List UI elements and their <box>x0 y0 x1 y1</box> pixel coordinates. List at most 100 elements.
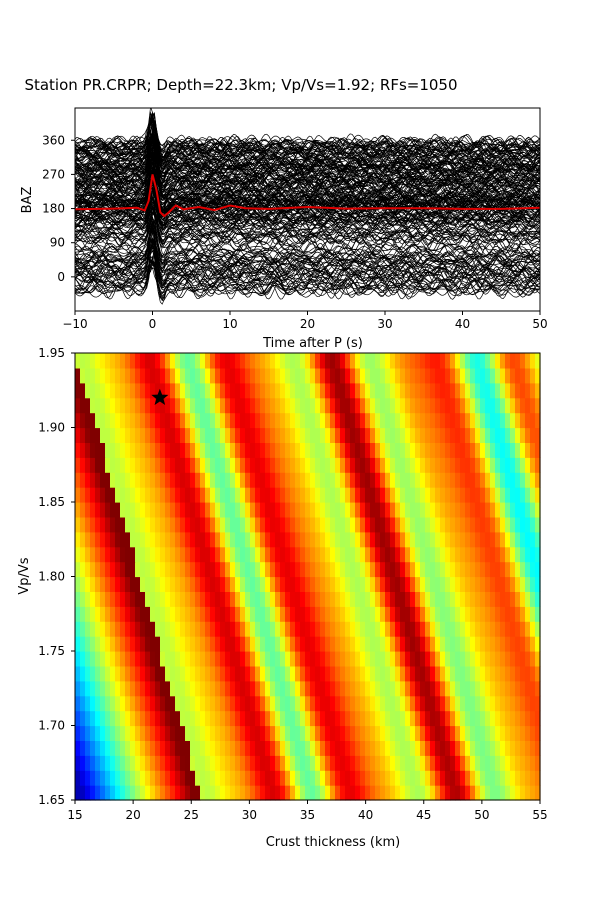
heatmap-cell <box>520 502 526 518</box>
heatmap-cell <box>265 382 271 399</box>
heatmap-cell <box>80 770 86 786</box>
heatmap-cell <box>380 740 386 756</box>
heatmap-cell <box>465 770 471 786</box>
heatmap-cell <box>140 353 146 369</box>
heatmap-cell <box>125 785 131 801</box>
heatmap-cell <box>425 502 431 518</box>
heatmap-cell <box>450 755 456 771</box>
heatmap-cell <box>115 740 121 756</box>
heatmap-cell <box>405 457 411 473</box>
heatmap-cell <box>100 665 106 682</box>
heatmap-cell <box>430 621 436 637</box>
heatmap-cell <box>145 621 151 637</box>
heatmap-cell <box>375 442 381 458</box>
heatmap-cell <box>265 725 271 741</box>
heatmap-cell <box>455 353 461 369</box>
heatmap-cell <box>95 740 101 756</box>
heatmap-cell <box>200 397 206 414</box>
heatmap-cell <box>440 353 446 369</box>
heatmap-cell <box>410 516 416 533</box>
heatmap-cell <box>155 457 161 473</box>
heatmap-cell <box>485 382 491 399</box>
heatmap-cell <box>190 442 196 458</box>
heatmap-cell <box>230 785 236 801</box>
heatmap-cell <box>170 412 176 429</box>
heatmap-cell <box>415 427 421 443</box>
heatmap-cell <box>305 397 311 414</box>
heatmap-cell <box>350 740 356 756</box>
heatmap-cell <box>165 516 171 533</box>
heatmap-cell <box>220 442 226 458</box>
heatmap-cell <box>215 621 221 637</box>
heatmap-cell <box>405 516 411 533</box>
heatmap-cell <box>505 427 511 443</box>
heatmap-cell <box>490 636 496 652</box>
heatmap-cell <box>475 725 481 741</box>
heatmap-cell <box>310 606 316 622</box>
heatmap-cell <box>240 397 246 414</box>
bottom-x-tick-label: 50 <box>474 808 489 822</box>
heatmap-cell <box>100 412 106 429</box>
heatmap-cell <box>240 576 246 592</box>
heatmap-cell <box>85 725 91 741</box>
heatmap-cell <box>225 516 231 533</box>
heatmap-cell <box>290 665 296 682</box>
heatmap-cell <box>505 487 511 503</box>
heatmap-cell <box>505 606 511 622</box>
heatmap-cell <box>75 427 81 443</box>
heatmap-cell <box>220 651 226 667</box>
heatmap-cell <box>440 785 446 801</box>
heatmap-cell <box>440 502 446 518</box>
heatmap-cell <box>465 442 471 458</box>
heatmap-cell <box>510 397 516 414</box>
heatmap-cell <box>90 606 96 622</box>
heatmap-cell <box>160 427 166 443</box>
heatmap-cell <box>280 755 286 771</box>
heatmap-cell <box>500 427 506 443</box>
heatmap-cell <box>105 442 111 458</box>
heatmap-cell <box>375 755 381 771</box>
heatmap-cell <box>130 636 136 652</box>
heatmap-cell <box>245 516 251 533</box>
heatmap-cell <box>450 576 456 592</box>
heatmap-cell <box>440 367 446 384</box>
heatmap-cell <box>285 382 291 399</box>
heatmap-cell <box>455 785 461 801</box>
heatmap-cell <box>505 412 511 429</box>
heatmap-cell <box>485 651 491 667</box>
heatmap-cell <box>210 412 216 429</box>
rf-trace <box>75 137 540 175</box>
heatmap-cell <box>260 621 266 637</box>
heatmap-cell <box>345 367 351 384</box>
heatmap-cell <box>270 695 276 712</box>
heatmap-cell <box>220 636 226 652</box>
heatmap-cell <box>405 442 411 458</box>
heatmap-cell <box>190 576 196 592</box>
heatmap-cell <box>245 636 251 652</box>
heatmap-cell <box>230 531 236 548</box>
heatmap-cell <box>75 516 81 533</box>
heatmap-cell <box>130 785 136 801</box>
heatmap-cell <box>210 516 216 533</box>
heatmap-cell <box>415 636 421 652</box>
heatmap-cell <box>185 472 191 488</box>
heatmap-cell <box>100 695 106 712</box>
heatmap-cell <box>85 636 91 652</box>
heatmap-cell <box>245 785 251 801</box>
heatmap-cell <box>110 516 116 533</box>
heatmap-cell <box>450 442 456 458</box>
heatmap-cell <box>325 561 331 578</box>
heatmap-cell <box>245 353 251 369</box>
heatmap-cell <box>155 755 161 771</box>
heatmap-cell <box>85 531 91 548</box>
heatmap-cell <box>380 546 386 563</box>
heatmap-cell <box>120 442 126 458</box>
heatmap-cell <box>180 546 186 563</box>
heatmap-cell <box>350 561 356 578</box>
heatmap-cell <box>75 770 81 786</box>
heatmap-cell <box>355 740 361 756</box>
heatmap-cell <box>410 591 416 607</box>
heatmap-cell <box>285 561 291 578</box>
heatmap-cell <box>115 710 121 727</box>
heatmap-cell <box>100 576 106 592</box>
